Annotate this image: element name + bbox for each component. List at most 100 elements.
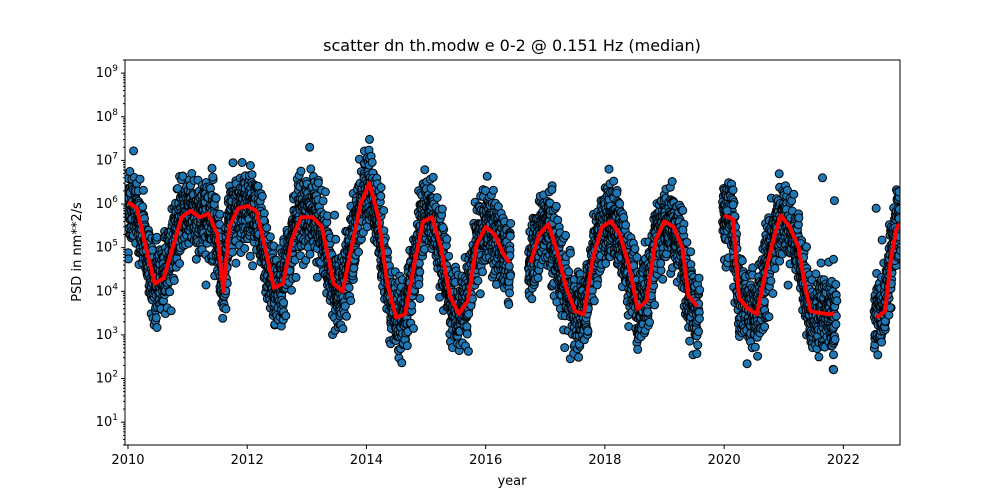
scatter-point — [151, 313, 161, 323]
scatter-point — [402, 341, 412, 351]
scatter-point — [488, 185, 498, 195]
scatter-point — [428, 172, 438, 182]
scatter-point — [482, 171, 492, 181]
scatter-point — [318, 196, 328, 206]
scatter-point — [279, 298, 289, 308]
scatter-point — [475, 289, 485, 299]
scatter-point — [330, 210, 340, 220]
scatter-point — [619, 212, 629, 222]
scatter-point — [218, 313, 228, 323]
scatter-point — [248, 261, 258, 271]
scatter-point — [265, 232, 275, 242]
scatter-point — [432, 193, 442, 203]
scatter-point — [201, 280, 211, 290]
scatter-point — [221, 304, 231, 314]
scatter-point — [211, 193, 221, 203]
scatter-point — [621, 220, 631, 230]
scatter-point — [312, 272, 322, 282]
scatter-point — [592, 280, 602, 290]
scatter-point — [604, 164, 614, 174]
scatter-point — [208, 172, 218, 182]
scatter-point — [415, 294, 425, 303]
scatter-point — [152, 232, 162, 242]
scatter-point — [504, 300, 514, 309]
scatter-point — [632, 252, 642, 262]
scatter-point — [349, 263, 359, 273]
scatter-point — [564, 267, 574, 277]
scatter-point — [420, 165, 430, 175]
scatter-point — [630, 244, 640, 254]
scatter-point — [462, 322, 472, 332]
scatter-point — [415, 267, 425, 277]
scatter-point — [138, 185, 148, 195]
scatter-point — [257, 191, 267, 201]
scatter-point — [527, 294, 537, 304]
scatter-point — [615, 199, 625, 209]
scatter-point — [650, 300, 660, 310]
scatter-point — [245, 161, 255, 170]
scatter-point — [228, 158, 238, 168]
scatter-point — [125, 254, 133, 264]
scatter-point — [152, 323, 162, 332]
scatter-point — [135, 174, 145, 184]
scatter-point — [551, 201, 561, 211]
scatter-point — [207, 163, 217, 173]
scatter-point — [305, 142, 315, 152]
scatter-point — [376, 183, 386, 192]
scatter-point — [240, 244, 250, 253]
scatter-point — [231, 258, 241, 268]
scatter-point — [245, 251, 255, 261]
scatter-point — [296, 166, 306, 176]
scatter-point — [237, 158, 247, 167]
scatter-point — [658, 274, 668, 284]
scatter-point — [505, 288, 515, 298]
scatter-point — [365, 134, 374, 144]
scatter-point — [478, 267, 487, 277]
scatter-point — [444, 251, 454, 261]
scatter-point — [338, 324, 348, 334]
scatter-point — [138, 202, 148, 212]
scatter-point — [437, 204, 447, 214]
scatter-point — [463, 346, 473, 356]
scatter-point — [438, 223, 448, 233]
scatter-point — [247, 170, 257, 180]
scatter-point — [215, 209, 225, 219]
scatter-point — [175, 259, 185, 268]
scatter-point — [560, 343, 570, 353]
scatter-point — [504, 261, 514, 271]
scatter-point — [262, 223, 272, 233]
scatter-point — [612, 188, 622, 198]
scatter-point — [397, 358, 407, 368]
scatter-point — [287, 285, 296, 295]
scatter-point — [291, 272, 301, 282]
scatter-point — [344, 283, 354, 293]
scatter-point — [426, 184, 436, 193]
scatter-point — [331, 234, 341, 244]
scatter-point — [253, 181, 263, 191]
scatter-point — [129, 146, 139, 156]
scatter-point — [533, 273, 543, 283]
scatter-point — [565, 248, 575, 258]
scatter-point — [505, 271, 515, 281]
scatter-point — [589, 296, 599, 306]
scatter-point — [409, 323, 418, 333]
scatter-point — [574, 352, 584, 362]
scatter-point — [442, 234, 452, 244]
scatter-point — [379, 206, 389, 215]
scatter-point — [166, 306, 176, 316]
scatter-point — [414, 280, 424, 289]
scatter-point — [305, 249, 315, 259]
scatter-point — [346, 296, 356, 306]
scatter-point — [306, 164, 316, 174]
scatter-point — [547, 185, 557, 195]
scatter-point — [561, 230, 571, 240]
scatter-point — [354, 247, 363, 257]
scatter-point — [633, 344, 643, 354]
scatter-point — [342, 311, 351, 321]
scatter-point — [473, 276, 483, 286]
scatter-point — [667, 177, 677, 186]
scatter-point — [505, 231, 515, 241]
scatter-point — [320, 187, 330, 197]
scatter-point — [313, 178, 323, 188]
